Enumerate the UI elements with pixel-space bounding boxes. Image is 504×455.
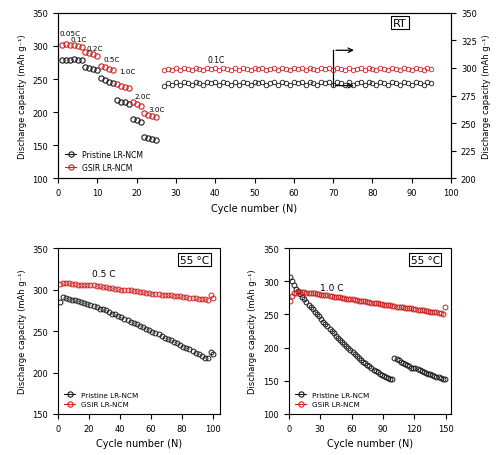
Text: 1.0C: 1.0C — [119, 69, 136, 75]
Y-axis label: Discharge capacity (mAh g⁻¹): Discharge capacity (mAh g⁻¹) — [248, 269, 258, 394]
Text: 0.5 C: 0.5 C — [92, 269, 115, 278]
X-axis label: Cycle number (N): Cycle number (N) — [212, 203, 297, 213]
Text: 3.0C: 3.0C — [148, 106, 165, 112]
Text: 0.2C: 0.2C — [86, 46, 103, 52]
Text: 2.0C: 2.0C — [135, 93, 151, 99]
Text: RT: RT — [393, 19, 407, 29]
X-axis label: Cycle number (N): Cycle number (N) — [96, 438, 182, 448]
Legend: Pristine LR-NCM, GSIR LR-NCM: Pristine LR-NCM, GSIR LR-NCM — [62, 147, 147, 175]
Text: 0.5C: 0.5C — [103, 57, 119, 63]
Text: 0.05C: 0.05C — [60, 30, 81, 36]
Y-axis label: Discharge capacity (mAh g⁻¹): Discharge capacity (mAh g⁻¹) — [18, 34, 27, 158]
Text: 0.1C: 0.1C — [71, 37, 87, 43]
Text: 0.1C: 0.1C — [207, 56, 225, 65]
Text: 1.0 C: 1.0 C — [320, 284, 344, 293]
Legend: Pristine LR-NCM, GSIR LR-NCM: Pristine LR-NCM, GSIR LR-NCM — [61, 389, 141, 410]
Text: 55 °C: 55 °C — [411, 255, 439, 265]
X-axis label: Cycle number (N): Cycle number (N) — [327, 438, 413, 448]
Y-axis label: Discharge capacity (mAh g⁻¹): Discharge capacity (mAh g⁻¹) — [18, 269, 27, 394]
Y-axis label: Discharge capacity (mAh g⁻¹): Discharge capacity (mAh g⁻¹) — [482, 34, 491, 158]
Legend: Pristine LR-NCM, GSIR LR-NCM: Pristine LR-NCM, GSIR LR-NCM — [292, 389, 372, 410]
Text: 55 °C: 55 °C — [180, 255, 209, 265]
